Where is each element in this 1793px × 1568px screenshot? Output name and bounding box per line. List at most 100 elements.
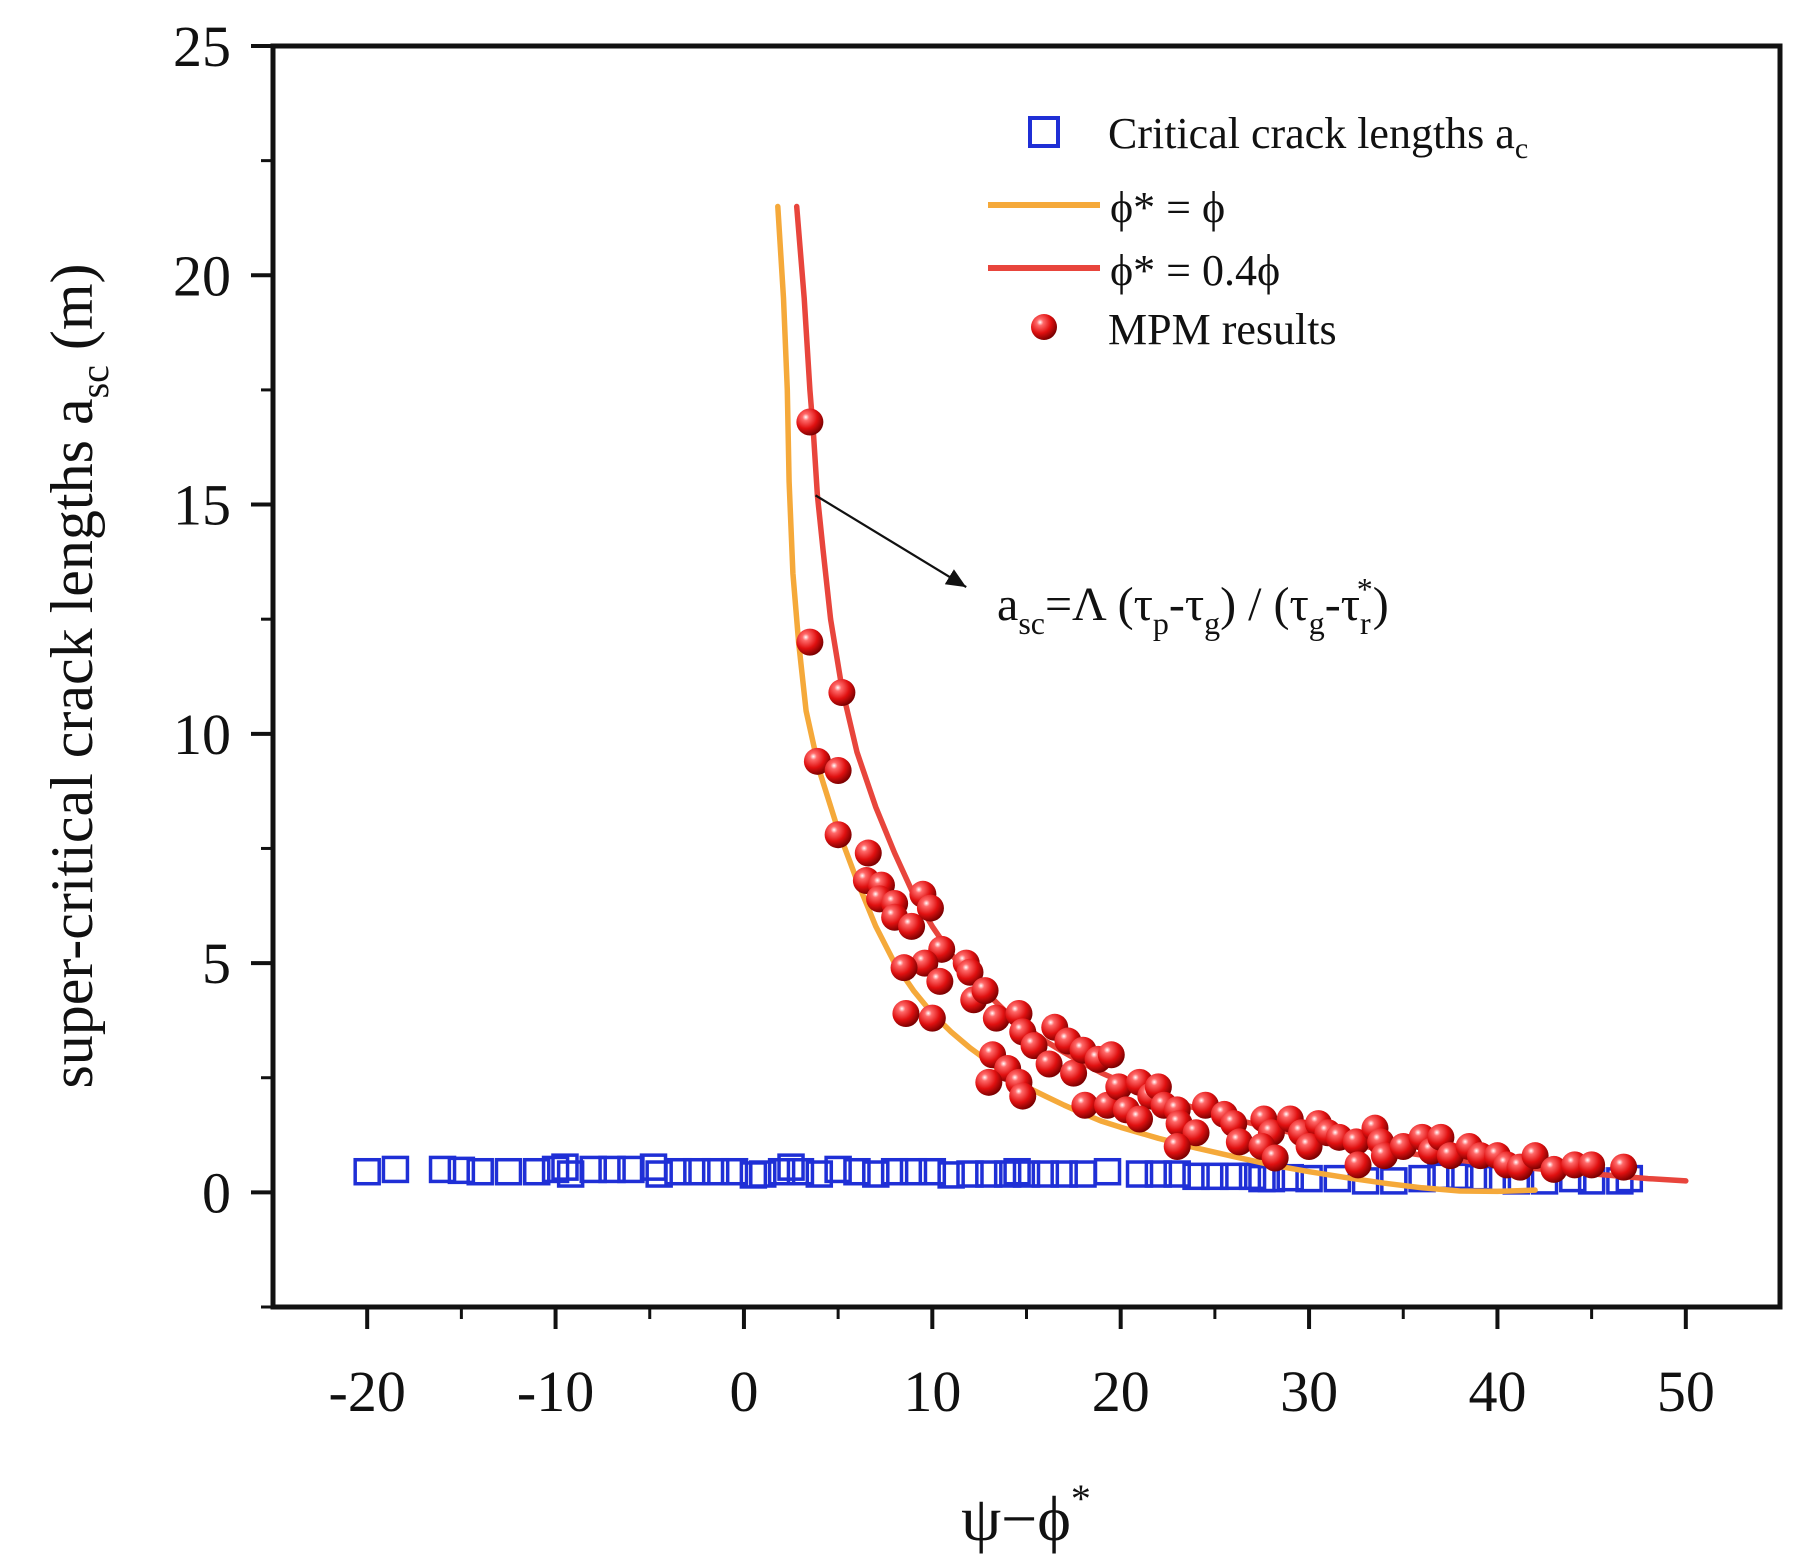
critical-crack-point xyxy=(683,1157,711,1186)
mpm-point xyxy=(971,977,999,1005)
mpm-point xyxy=(828,679,856,707)
mpm-point xyxy=(982,1004,1010,1032)
critical-crack-point xyxy=(975,1160,1003,1188)
mpm-point xyxy=(824,821,852,849)
mpm-point xyxy=(803,747,831,775)
critical-crack-point xyxy=(993,1160,1022,1188)
critical-crack-point xyxy=(447,1156,476,1185)
critical-crack-point xyxy=(1031,1160,1060,1188)
mpm-point xyxy=(1060,1059,1088,1087)
legend-marker-mpm xyxy=(1031,314,1057,340)
critical-crack-point xyxy=(1408,1164,1436,1193)
mpm-point xyxy=(916,894,944,922)
critical-crack-point xyxy=(720,1157,749,1186)
legend-label-critical: Critical crack lengths ac xyxy=(1108,109,1528,165)
mpm-point xyxy=(1126,1105,1154,1133)
mpm-point xyxy=(1105,1073,1133,1101)
mpm-point xyxy=(1261,1144,1289,1172)
mpm-point xyxy=(926,967,954,995)
annotation-arrow xyxy=(814,494,967,589)
mpm-point xyxy=(956,958,984,986)
x-axis-title: ψ−ϕ* xyxy=(961,1476,1091,1554)
y-axis-ticks: 0 5 10 15 20 25 xyxy=(173,14,273,1309)
mpm-point xyxy=(1342,1128,1370,1156)
critical-crack-point xyxy=(1003,1157,1031,1186)
mpm-point xyxy=(911,949,939,977)
critical-crack-point xyxy=(1219,1162,1248,1191)
critical-crack-point xyxy=(1238,1162,1267,1191)
y-tick-label: 15 xyxy=(173,473,231,538)
critical-crack-point xyxy=(598,1155,626,1184)
x-tick-label: 0 xyxy=(729,1359,758,1424)
critical-crack-point xyxy=(1125,1160,1154,1188)
critical-crack-point xyxy=(862,1160,890,1188)
critical-crack-point xyxy=(843,1157,871,1186)
x-axis-ticks: -20 -10 0 10 20 30 40 50 xyxy=(329,1307,1715,1424)
critical-crack-point xyxy=(494,1157,523,1186)
mpm-point xyxy=(796,408,824,436)
critical-crack-point xyxy=(701,1157,730,1186)
critical-crack-point xyxy=(1144,1160,1173,1188)
mpm-results-series xyxy=(796,408,1638,1183)
mpm-point xyxy=(918,1004,946,1032)
critical-crack-point xyxy=(381,1155,410,1184)
critical-crack-point xyxy=(767,1157,796,1186)
critical-crack-point xyxy=(1201,1162,1229,1191)
critical-crack-point xyxy=(805,1160,834,1188)
plot-frame xyxy=(270,43,1783,1310)
mpm-point xyxy=(1182,1119,1210,1147)
critical-crack-series xyxy=(353,1153,1644,1195)
mpm-point xyxy=(1225,1128,1253,1156)
mpm-point xyxy=(1163,1133,1191,1161)
critical-crack-point xyxy=(899,1157,928,1186)
legend-marker-critical xyxy=(1028,116,1060,148)
y-tick-label: 0 xyxy=(202,1160,231,1225)
critical-crack-point xyxy=(937,1161,965,1189)
critical-crack-point xyxy=(428,1155,457,1184)
legend-label-phi-04: ϕ* = 0.4ϕ xyxy=(1110,246,1280,295)
critical-crack-point xyxy=(579,1155,607,1184)
critical-crack-point xyxy=(1295,1164,1323,1193)
mpm-point xyxy=(796,628,824,656)
mpm-point xyxy=(898,912,926,940)
critical-crack-point xyxy=(353,1157,381,1186)
mpm-point xyxy=(892,1000,920,1028)
annotation-formula: asc=Λ (τp-τg) / (τg-τr*) xyxy=(997,571,1389,641)
critical-crack-point xyxy=(777,1153,805,1181)
mpm-point xyxy=(1071,1091,1099,1119)
critical-crack-point xyxy=(956,1160,984,1188)
y-tick-label: 5 xyxy=(202,931,231,996)
mpm-point xyxy=(890,954,918,982)
x-tick-label: 50 xyxy=(1657,1359,1715,1424)
curve-phi-full xyxy=(775,203,1538,1195)
mpm-point xyxy=(1295,1133,1323,1161)
mpm-point xyxy=(1344,1151,1372,1179)
x-tick-label: 10 xyxy=(903,1359,961,1424)
mpm-point xyxy=(1020,1032,1048,1060)
critical-crack-point xyxy=(664,1157,692,1186)
mpm-point xyxy=(1035,1050,1063,1078)
y-tick-label: 25 xyxy=(173,14,231,79)
critical-crack-point xyxy=(786,1157,815,1186)
y-axis-title: super-critical crack lengths asc (m) xyxy=(39,263,117,1088)
legend-label-phi-full: ϕ* = ϕ xyxy=(1110,183,1225,232)
critical-crack-point xyxy=(749,1160,777,1188)
y-tick-label: 20 xyxy=(173,243,231,308)
x-tick-label: -10 xyxy=(517,1359,594,1424)
critical-crack-point xyxy=(1163,1160,1191,1188)
legend: Critical crack lengths ac ϕ* = ϕ ϕ* = 0.… xyxy=(988,109,1528,354)
critical-crack-point xyxy=(551,1153,579,1181)
critical-crack-point xyxy=(1012,1160,1041,1188)
legend-label-mpm: MPM results xyxy=(1108,305,1337,354)
mpm-point xyxy=(1578,1151,1606,1179)
y-tick-label: 10 xyxy=(173,702,231,767)
x-tick-label: 40 xyxy=(1468,1359,1526,1424)
mpm-point xyxy=(1009,1082,1037,1110)
mpm-point xyxy=(975,1068,1003,1096)
critical-crack-point xyxy=(1093,1157,1122,1186)
x-tick-label: 30 xyxy=(1280,1359,1338,1424)
mpm-point xyxy=(1610,1153,1638,1181)
critical-crack-point xyxy=(1050,1160,1078,1188)
mpm-point xyxy=(1097,1041,1125,1069)
mpm-point xyxy=(1521,1142,1549,1170)
